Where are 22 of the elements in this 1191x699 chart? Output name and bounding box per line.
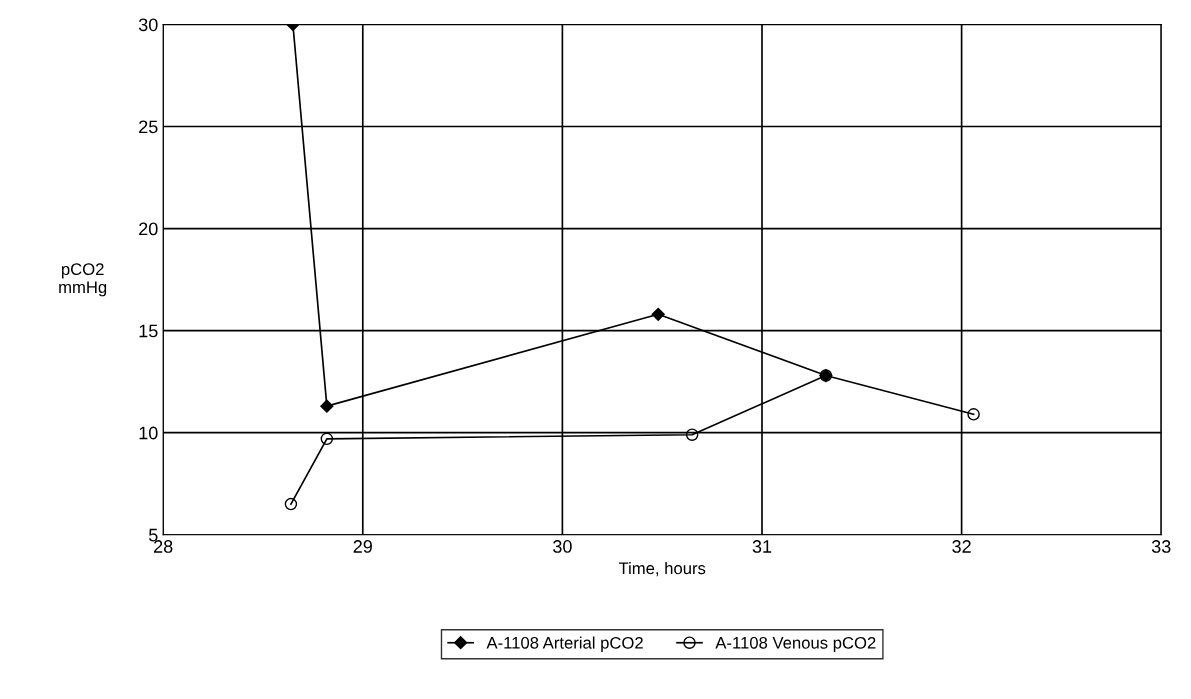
legend-label: A-1108 Venous pCO2 xyxy=(715,636,876,653)
y-tick-label: 15 xyxy=(139,324,158,338)
y-tick-label: 20 xyxy=(139,222,158,236)
point xyxy=(284,497,298,511)
x-axis-title: Time, hours xyxy=(618,561,706,577)
y-tick-label: 25 xyxy=(139,120,158,134)
x-tick-label: 29 xyxy=(353,540,372,553)
point xyxy=(967,408,980,421)
x-tick-label: 32 xyxy=(952,540,971,553)
y-tick-label: 5 xyxy=(148,528,158,542)
x-tick-label: 31 xyxy=(752,540,772,553)
x-tick-label: 28 xyxy=(154,540,173,553)
y-tick-label: 30 xyxy=(138,18,158,32)
legend-label: A-1108 Arterial pCO2 xyxy=(486,636,643,653)
y-tick-label: 10 xyxy=(139,426,158,440)
point xyxy=(320,399,334,413)
x-tick-label: 33 xyxy=(1151,540,1171,553)
point xyxy=(320,432,334,446)
point xyxy=(685,428,699,441)
x-tick-label: 30 xyxy=(553,540,572,553)
y-axis-title: pCO2 mmHg xyxy=(59,263,107,297)
point xyxy=(651,307,665,321)
